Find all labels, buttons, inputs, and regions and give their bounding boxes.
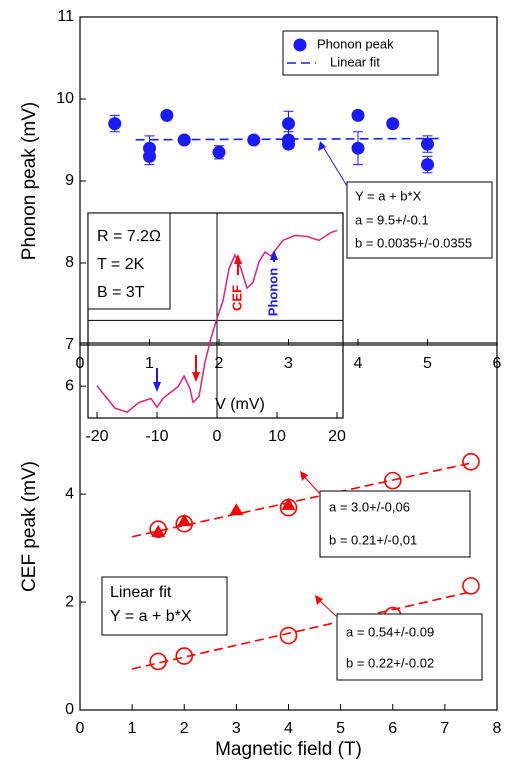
y-tick-label: 10 bbox=[56, 90, 74, 107]
point bbox=[383, 471, 402, 490]
point bbox=[177, 514, 192, 527]
annotation-text: T = 2K bbox=[97, 256, 145, 273]
x-tick-label: 8 bbox=[493, 720, 502, 737]
y-axis-label: CEF peak (mV) bbox=[19, 461, 40, 592]
line bbox=[131, 462, 472, 538]
legend-label: Linear fit bbox=[330, 54, 380, 69]
y-tick-label: 8 bbox=[65, 254, 74, 271]
x-tick-label: 1 bbox=[145, 355, 154, 372]
annotation-box bbox=[336, 613, 483, 681]
x-tick-label: 1 bbox=[128, 720, 137, 737]
annotation-text: B = 3T bbox=[97, 284, 145, 301]
x-tick-label: 0 bbox=[76, 720, 85, 737]
point bbox=[143, 149, 156, 163]
x-tick-label: 5 bbox=[336, 720, 345, 737]
x-tick-label: 10 bbox=[268, 428, 286, 445]
point bbox=[281, 497, 296, 510]
point bbox=[212, 145, 226, 159]
plot-frame bbox=[87, 212, 344, 419]
x-tick-label: 20 bbox=[328, 428, 346, 445]
x-tick-label: 0 bbox=[213, 428, 222, 445]
y-tick-label: 7 bbox=[65, 336, 74, 353]
arrow-head bbox=[300, 471, 308, 481]
line bbox=[131, 591, 472, 670]
cef-panel: 0 1 2 3 4 5 6 7 8 0 2 4 6 Magnetic field (T) CEF peak … bbox=[19, 342, 502, 760]
x-tick-label: 6 bbox=[388, 720, 397, 737]
annotation-text: b = 0.0035+/-0.0355 bbox=[355, 235, 472, 250]
arrow bbox=[317, 598, 338, 618]
phonon-fit-annotation: Y = a + b*X a = 9.5+/-0.1 b = 0.0035+/-0… bbox=[318, 141, 493, 259]
arrow-head bbox=[234, 254, 242, 264]
point bbox=[351, 141, 365, 155]
annotation-text: a = 9.5+/-0.1 bbox=[355, 212, 429, 227]
point bbox=[282, 117, 295, 131]
annotation-box bbox=[319, 490, 471, 558]
annotation-text: a = 3.0+/-0,06 bbox=[329, 499, 410, 514]
annotation-box bbox=[101, 576, 228, 636]
x-tick-label: 4 bbox=[354, 355, 363, 372]
line bbox=[96, 229, 338, 413]
point bbox=[462, 452, 480, 471]
point bbox=[386, 117, 400, 131]
x-axis-label: Magnetic field (T) bbox=[215, 739, 362, 760]
point bbox=[108, 117, 122, 131]
legend-box bbox=[282, 30, 439, 76]
y-axis-label: Phonon peak (mV) bbox=[19, 102, 40, 260]
y-tick-label: 4 bbox=[65, 485, 74, 502]
annotation-box bbox=[346, 181, 493, 259]
y-tick-label: 2 bbox=[65, 593, 74, 610]
legend-marker bbox=[293, 38, 307, 52]
arrow bbox=[302, 474, 321, 495]
arrow bbox=[321, 144, 348, 187]
arrow-head bbox=[153, 382, 161, 392]
annotation-text: a = 0.54+/-0.09 bbox=[346, 624, 434, 639]
point bbox=[351, 108, 365, 122]
annotation-text: Linear fit bbox=[110, 584, 172, 601]
y-tick-label: 11 bbox=[57, 8, 74, 25]
y-tick-label: 0 bbox=[65, 701, 74, 718]
cef-fit-annotation-lower: a = 0.54+/-0.09 b = 0.22+/-0.02 bbox=[315, 595, 483, 681]
inset-panel: -20 -10 0 10 20 V (mV) bbox=[85, 212, 346, 445]
linear-fit-note: Linear fit Y = a + b*X bbox=[101, 576, 228, 636]
y-tick-label: 9 bbox=[65, 172, 74, 189]
x-tick-label: 3 bbox=[284, 355, 293, 372]
point bbox=[421, 137, 434, 151]
inset-notes: R = 7.2Ω T = 2K B = 3T CEF Phonon bbox=[87, 212, 280, 392]
x-tick-label: 4 bbox=[284, 720, 293, 737]
annotation-text: b = 0.22+/-0.02 bbox=[346, 655, 434, 670]
phonon-label: Phonon bbox=[265, 268, 280, 316]
x-tick-label: 2 bbox=[215, 355, 224, 372]
legend-label: Phonon peak bbox=[317, 36, 394, 51]
point bbox=[229, 503, 244, 516]
cef-label: CEF bbox=[229, 285, 244, 311]
point bbox=[160, 108, 174, 122]
point bbox=[282, 137, 295, 151]
x-axis-label: V (mV) bbox=[215, 396, 265, 413]
annotation-text: Y = a + b*X bbox=[355, 188, 422, 203]
arrow-head bbox=[315, 595, 323, 605]
cef-fit-annotation-upper: a = 3.0+/-0,06 b = 0.21+/-0,01 bbox=[300, 471, 471, 558]
y-tick-label: 6 bbox=[65, 377, 74, 394]
x-tick-label: 7 bbox=[440, 720, 449, 737]
x-tick-label: 5 bbox=[423, 355, 432, 372]
point bbox=[462, 577, 480, 595]
x-tick-label: -10 bbox=[145, 428, 168, 445]
x-tick-label: 3 bbox=[232, 720, 241, 737]
point bbox=[421, 158, 434, 172]
annotation-text: Y = a + b*X bbox=[110, 608, 192, 625]
annotation-text: b = 0.21+/-0,01 bbox=[329, 532, 417, 547]
arrow-head bbox=[318, 141, 326, 151]
arrow-head bbox=[270, 250, 278, 260]
point bbox=[279, 626, 298, 645]
annotation-text: R = 7.2Ω bbox=[97, 228, 161, 245]
line bbox=[135, 137, 442, 141]
annotation-box bbox=[87, 212, 171, 310]
point bbox=[151, 524, 166, 537]
arrow-head bbox=[192, 372, 200, 382]
legend: Phonon peak Linear fit bbox=[282, 30, 439, 76]
x-tick-label: 2 bbox=[180, 720, 189, 737]
x-tick-label: -20 bbox=[85, 428, 108, 445]
